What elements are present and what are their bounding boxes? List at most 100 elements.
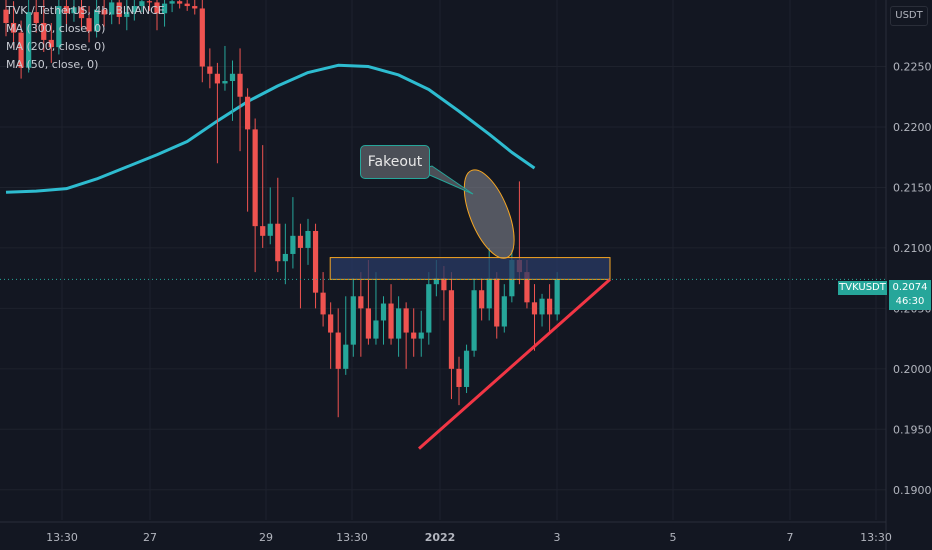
candle-body <box>214 73 220 84</box>
candle-body <box>320 292 326 315</box>
candle-body <box>245 96 251 130</box>
candle-body <box>252 129 258 227</box>
candle-body <box>146 1 153 3</box>
fakeout-callout-label: Fakeout <box>367 154 423 170</box>
candle <box>312 223 319 309</box>
candle <box>71 0 77 22</box>
candle-body <box>290 235 296 254</box>
time-scale[interactable]: 13:30 27 29 13:30 2022 3 5 7 13:30 <box>0 521 892 544</box>
candle <box>18 20 24 79</box>
candle <box>501 284 507 333</box>
price-tick-label: 0.2200 <box>893 121 932 134</box>
candle <box>350 278 356 357</box>
candle <box>207 48 213 89</box>
time-tick-label: 13:30 <box>336 531 368 544</box>
candle <box>48 22 54 63</box>
candle <box>426 272 432 345</box>
candle-body <box>229 73 236 82</box>
candle-body <box>539 298 545 315</box>
candle <box>26 0 32 73</box>
candle <box>101 0 107 27</box>
symbol-title[interactable]: TVK / TetherUS, 4h, BINANCE <box>6 4 165 17</box>
candle <box>177 0 183 9</box>
candle <box>373 272 379 345</box>
candle <box>275 177 281 273</box>
candle <box>78 0 85 31</box>
candle <box>328 302 334 369</box>
candle-body <box>184 3 190 7</box>
candle <box>56 0 62 55</box>
candle-body <box>350 296 356 345</box>
candle <box>343 296 349 375</box>
candle-body <box>124 12 130 17</box>
candle-body <box>3 9 9 23</box>
drawings <box>329 165 611 450</box>
candle <box>33 0 39 33</box>
currency-badge-label: USDT <box>895 10 923 21</box>
candle-body <box>131 6 137 13</box>
currency-badge[interactable]: USDT <box>890 6 928 26</box>
candle-body <box>403 308 409 333</box>
indicator-ma-300[interactable]: MA (300, close, 0) <box>6 22 106 35</box>
candle-body <box>335 332 341 369</box>
candle <box>192 0 198 15</box>
candle-body <box>222 81 228 84</box>
last-price-countdown: 46:30 <box>895 296 925 307</box>
candle-body <box>154 2 160 14</box>
candle-body <box>456 368 462 387</box>
candle <box>547 284 553 333</box>
candle-body <box>358 296 364 309</box>
candle-body <box>547 298 553 315</box>
candle <box>539 293 545 327</box>
time-tick-label: 7 <box>787 531 794 544</box>
candle-body <box>237 73 243 97</box>
grid <box>0 0 886 520</box>
price-tick-label: 0.2000 <box>893 363 932 376</box>
candle-body <box>418 332 424 339</box>
candle <box>41 0 47 52</box>
candle <box>479 278 485 321</box>
candle-body <box>267 223 273 236</box>
ticker-badge: TVKUSDT <box>838 281 887 295</box>
candle-body <box>56 6 62 48</box>
candle-body <box>282 253 288 262</box>
candle-body <box>41 22 47 40</box>
candle <box>116 0 122 25</box>
candle-body <box>396 308 402 339</box>
time-tick-label: 13:30 <box>860 531 892 544</box>
candle <box>411 308 417 357</box>
candle <box>531 284 538 351</box>
candle <box>252 118 258 273</box>
last-price-value: 0.2074 <box>892 282 928 293</box>
candle-body <box>94 9 100 32</box>
candle-body <box>494 278 500 327</box>
candle <box>154 0 160 31</box>
candle <box>403 302 409 369</box>
candle-body <box>71 7 77 14</box>
price-tick-label: 0.2100 <box>893 242 932 255</box>
candle-body <box>305 230 311 248</box>
fakeout-callout[interactable]: Fakeout <box>360 145 430 179</box>
indicator-ma-200[interactable]: MA (200, close, 0) <box>6 40 106 53</box>
candle <box>245 88 251 212</box>
candle-body <box>101 9 107 15</box>
price-tick-label: 0.2150 <box>893 181 932 194</box>
indicator-ma-50[interactable]: MA (50, close, 0) <box>6 58 99 71</box>
resistance-zone <box>329 257 611 280</box>
candle <box>494 272 500 339</box>
candle-body <box>312 230 319 293</box>
candle-body <box>531 302 538 315</box>
candle-body <box>373 320 379 339</box>
candle <box>358 272 364 357</box>
support-trendline <box>417 278 611 450</box>
candle <box>335 308 341 418</box>
candle <box>199 0 205 83</box>
candle-body <box>18 32 24 68</box>
price-tick-label: 0.1900 <box>893 484 932 497</box>
price-scale[interactable]: 0.22500.22000.21500.21000.20500.20000.19… <box>885 0 932 550</box>
candle <box>380 296 387 345</box>
candle-body <box>479 290 485 309</box>
candle <box>290 197 296 269</box>
candle <box>282 223 288 285</box>
